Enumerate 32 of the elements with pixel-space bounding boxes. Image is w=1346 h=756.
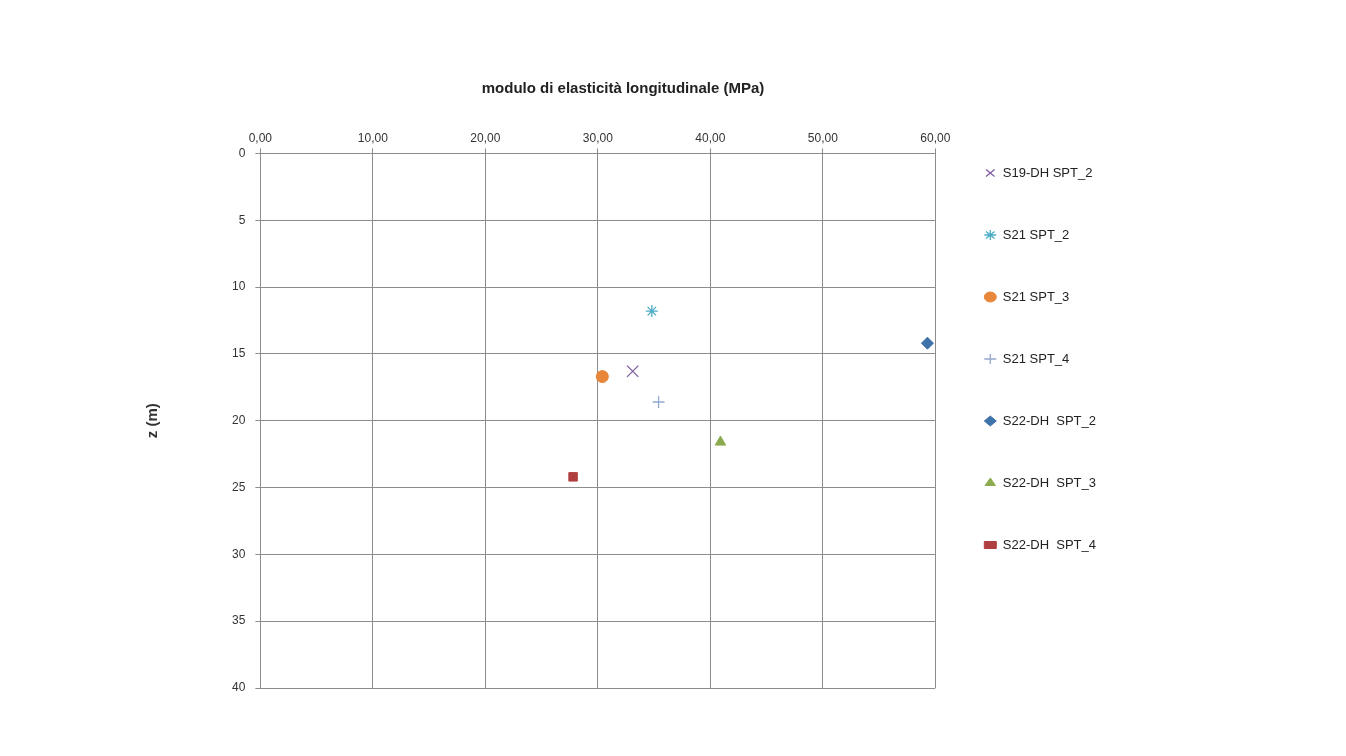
point — [645, 304, 659, 318]
y-tick-label: 5 — [238, 212, 246, 227]
point — [568, 472, 578, 482]
x-tick-label: 0,00 — [248, 130, 273, 145]
x-tick-label: 10,00 — [357, 130, 389, 145]
point — [626, 364, 639, 378]
legend-label: S19-DH SPT_2 — [1002, 164, 1093, 180]
chart-title: modulo di elasticità longitudinale (MPa) — [481, 79, 765, 97]
y-tick-label: 0 — [238, 145, 246, 160]
y-axis-title: z (m) — [143, 403, 161, 439]
y-tick-label: 25 — [231, 479, 246, 494]
point — [595, 370, 609, 384]
y-tick-label: 40 — [231, 680, 246, 695]
x-tick-label: 20,00 — [470, 130, 501, 145]
legend-label: S22-DH SPT_2 — [1002, 412, 1096, 428]
x-tick-label: 60,00 — [920, 130, 951, 145]
y-tick-label: 20 — [231, 413, 246, 428]
legend-label: S22-DH SPT_4 — [1002, 536, 1096, 552]
point — [714, 435, 727, 446]
legend-label: S21 SPT_4 — [1002, 350, 1070, 366]
legend-label: S21 SPT_3 — [1002, 288, 1070, 304]
y-tick-label: 35 — [231, 613, 246, 628]
x-tick-label: 50,00 — [807, 130, 839, 145]
point — [651, 395, 666, 409]
y-tick-label: 30 — [231, 546, 246, 561]
x-tick-label: 40,00 — [695, 130, 726, 145]
x-tick-label: 30,00 — [582, 130, 614, 145]
y-tick-label: 10 — [231, 279, 246, 294]
legend-label: S22-DH SPT_3 — [1002, 474, 1096, 490]
y-tick-label: 15 — [231, 346, 246, 361]
point — [920, 336, 934, 350]
legend-label: S21 SPT_2 — [1002, 226, 1070, 242]
